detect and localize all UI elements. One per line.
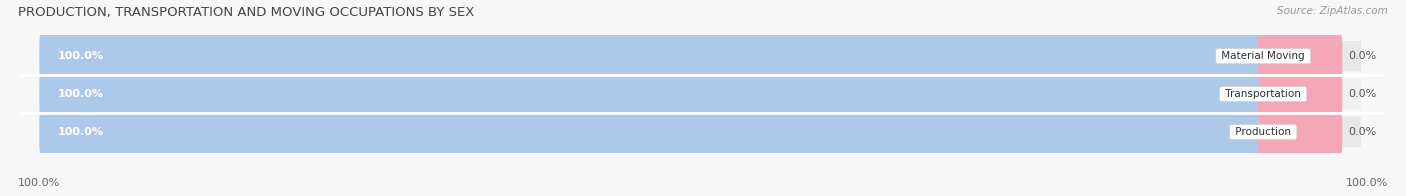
Text: 100.0%: 100.0% [1346, 178, 1388, 188]
Text: 100.0%: 100.0% [18, 178, 60, 188]
FancyBboxPatch shape [45, 41, 1361, 71]
FancyBboxPatch shape [45, 79, 1361, 109]
Text: 0.0%: 0.0% [1348, 127, 1376, 137]
FancyBboxPatch shape [39, 64, 1270, 124]
Text: PRODUCTION, TRANSPORTATION AND MOVING OCCUPATIONS BY SEX: PRODUCTION, TRANSPORTATION AND MOVING OC… [18, 6, 475, 19]
FancyBboxPatch shape [1257, 64, 1343, 124]
Text: Production: Production [1232, 127, 1295, 137]
Text: 100.0%: 100.0% [58, 127, 104, 137]
Text: 0.0%: 0.0% [1348, 89, 1376, 99]
Text: Source: ZipAtlas.com: Source: ZipAtlas.com [1277, 6, 1388, 16]
FancyBboxPatch shape [39, 102, 1270, 162]
Text: 100.0%: 100.0% [58, 51, 104, 61]
Text: Material Moving: Material Moving [1218, 51, 1308, 61]
Text: 100.0%: 100.0% [58, 89, 104, 99]
FancyBboxPatch shape [45, 117, 1361, 147]
Text: 0.0%: 0.0% [1348, 51, 1376, 61]
FancyBboxPatch shape [1257, 102, 1343, 162]
FancyBboxPatch shape [1257, 26, 1343, 86]
Text: Transportation: Transportation [1222, 89, 1305, 99]
FancyBboxPatch shape [39, 26, 1270, 86]
